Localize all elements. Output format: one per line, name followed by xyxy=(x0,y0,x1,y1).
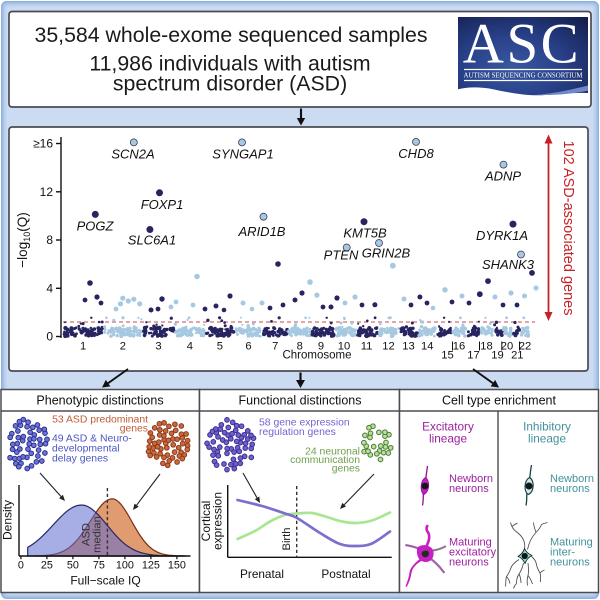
svg-text:5: 5 xyxy=(217,341,223,353)
svg-text:KMT5B: KMT5B xyxy=(343,226,387,241)
svg-text:100: 100 xyxy=(116,560,134,572)
svg-text:SLC6A1: SLC6A1 xyxy=(128,233,176,248)
svg-text:0: 0 xyxy=(18,560,24,572)
svg-text:3: 3 xyxy=(155,341,161,353)
svg-text:POGZ: POGZ xyxy=(77,219,115,234)
svg-text:FOXP1: FOXP1 xyxy=(141,197,184,212)
svg-text:50: 50 xyxy=(67,560,79,572)
svg-text:lineage: lineage xyxy=(429,432,467,446)
svg-text:102 ASD-associated genes: 102 ASD-associated genes xyxy=(560,141,576,316)
svg-text:8: 8 xyxy=(46,233,53,247)
svg-text:ADNP: ADNP xyxy=(484,169,521,184)
svg-text:2: 2 xyxy=(120,341,126,353)
svg-text:53 ASD predominant: 53 ASD predominant xyxy=(52,415,148,426)
svg-text:Cell type enrichment: Cell type enrichment xyxy=(442,394,556,408)
svg-text:developmental: developmental xyxy=(52,444,120,455)
svg-text:150: 150 xyxy=(168,560,186,572)
svg-text:Newborn: Newborn xyxy=(550,473,594,485)
svg-text:ARID1B: ARID1B xyxy=(238,224,286,239)
svg-text:58 gene expression: 58 gene expression xyxy=(259,418,350,429)
svg-text:≥16: ≥16 xyxy=(33,137,53,151)
svg-text:spectrum disorder (ASD): spectrum disorder (ASD) xyxy=(113,72,347,96)
svg-text:8: 8 xyxy=(297,341,303,353)
svg-text:25: 25 xyxy=(41,560,53,572)
svg-text:neurons: neurons xyxy=(550,557,590,569)
svg-text:20: 20 xyxy=(501,341,513,353)
svg-text:communication: communication xyxy=(290,455,360,466)
svg-text:14: 14 xyxy=(421,341,433,353)
svg-text:Excitatory: Excitatory xyxy=(422,420,474,434)
svg-text:Maturing: Maturing xyxy=(449,537,492,549)
svg-text:18: 18 xyxy=(480,341,492,353)
svg-text:24 neuronal: 24 neuronal xyxy=(305,447,360,458)
svg-text:regulation genes: regulation genes xyxy=(259,427,336,438)
svg-text:11,986 individuals with autism: 11,986 individuals with autism xyxy=(89,52,370,76)
svg-text:19: 19 xyxy=(491,350,503,362)
svg-text:35,584 whole-exome sequenced s: 35,584 whole-exome sequenced samples xyxy=(34,23,427,47)
svg-text:median: median xyxy=(92,516,104,553)
svg-text:6: 6 xyxy=(245,341,251,353)
svg-text:PTEN: PTEN xyxy=(324,248,359,263)
svg-text:GRIN2B: GRIN2B xyxy=(362,246,411,261)
svg-text:22: 22 xyxy=(519,341,531,353)
svg-text:4: 4 xyxy=(46,282,53,296)
svg-text:21: 21 xyxy=(511,350,523,362)
svg-text:excitatory: excitatory xyxy=(449,547,497,559)
svg-text:AUTISM SEQUENCING CONSORTIUM: AUTISM SEQUENCING CONSORTIUM xyxy=(463,73,582,80)
svg-text:Functional distinctions: Functional distinctions xyxy=(239,394,362,408)
svg-text:CHD8: CHD8 xyxy=(398,146,434,161)
svg-text:16: 16 xyxy=(453,341,465,353)
svg-text:49 ASD & Neuro-: 49 ASD & Neuro- xyxy=(52,434,132,445)
svg-text:9: 9 xyxy=(318,341,324,353)
svg-text:12: 12 xyxy=(382,341,394,353)
svg-text:neurons: neurons xyxy=(449,557,489,569)
svg-text:17: 17 xyxy=(467,350,479,362)
svg-text:delay genes: delay genes xyxy=(52,454,108,465)
svg-text:genes: genes xyxy=(120,424,148,435)
svg-text:10: 10 xyxy=(338,341,350,353)
svg-text:Chromosome: Chromosome xyxy=(282,350,351,362)
svg-text:genes: genes xyxy=(332,464,360,475)
svg-text:12: 12 xyxy=(40,185,54,199)
svg-text:15: 15 xyxy=(441,350,453,362)
svg-text:Full−scale IQ: Full−scale IQ xyxy=(70,574,140,588)
svg-text:Phenotypic distinctions: Phenotypic distinctions xyxy=(36,394,163,408)
svg-text:0: 0 xyxy=(46,330,53,344)
svg-text:Maturing: Maturing xyxy=(550,537,593,549)
svg-text:Postnatal: Postnatal xyxy=(321,567,370,581)
svg-text:1: 1 xyxy=(80,341,86,353)
svg-text:Prenatal: Prenatal xyxy=(240,567,284,581)
svg-text:−log10(Q): −log10(Q) xyxy=(15,212,32,267)
svg-text:Newborn: Newborn xyxy=(449,473,493,485)
svg-text:75: 75 xyxy=(93,560,105,572)
svg-text:neurons: neurons xyxy=(449,483,489,495)
svg-text:11: 11 xyxy=(361,341,373,353)
svg-text:125: 125 xyxy=(142,560,160,572)
svg-text:ASC: ASC xyxy=(463,13,581,76)
svg-text:SYNGAP1: SYNGAP1 xyxy=(212,147,273,162)
svg-text:inter-: inter- xyxy=(550,547,575,559)
svg-text:expression: expression xyxy=(211,492,225,550)
svg-text:ASD: ASD xyxy=(81,523,93,546)
svg-text:DYRK1A: DYRK1A xyxy=(476,228,528,243)
svg-text:Birth: Birth xyxy=(281,527,293,550)
svg-text:Density: Density xyxy=(1,500,15,540)
svg-text:4: 4 xyxy=(187,341,193,353)
svg-text:13: 13 xyxy=(402,341,414,353)
svg-text:SCN2A: SCN2A xyxy=(111,147,154,162)
svg-text:Cortical: Cortical xyxy=(199,501,213,542)
svg-text:lineage: lineage xyxy=(528,432,566,446)
svg-text:neurons: neurons xyxy=(550,483,590,495)
svg-text:Inhibitory: Inhibitory xyxy=(523,420,571,434)
svg-text:7: 7 xyxy=(272,341,278,353)
svg-text:SHANK3: SHANK3 xyxy=(482,257,535,272)
